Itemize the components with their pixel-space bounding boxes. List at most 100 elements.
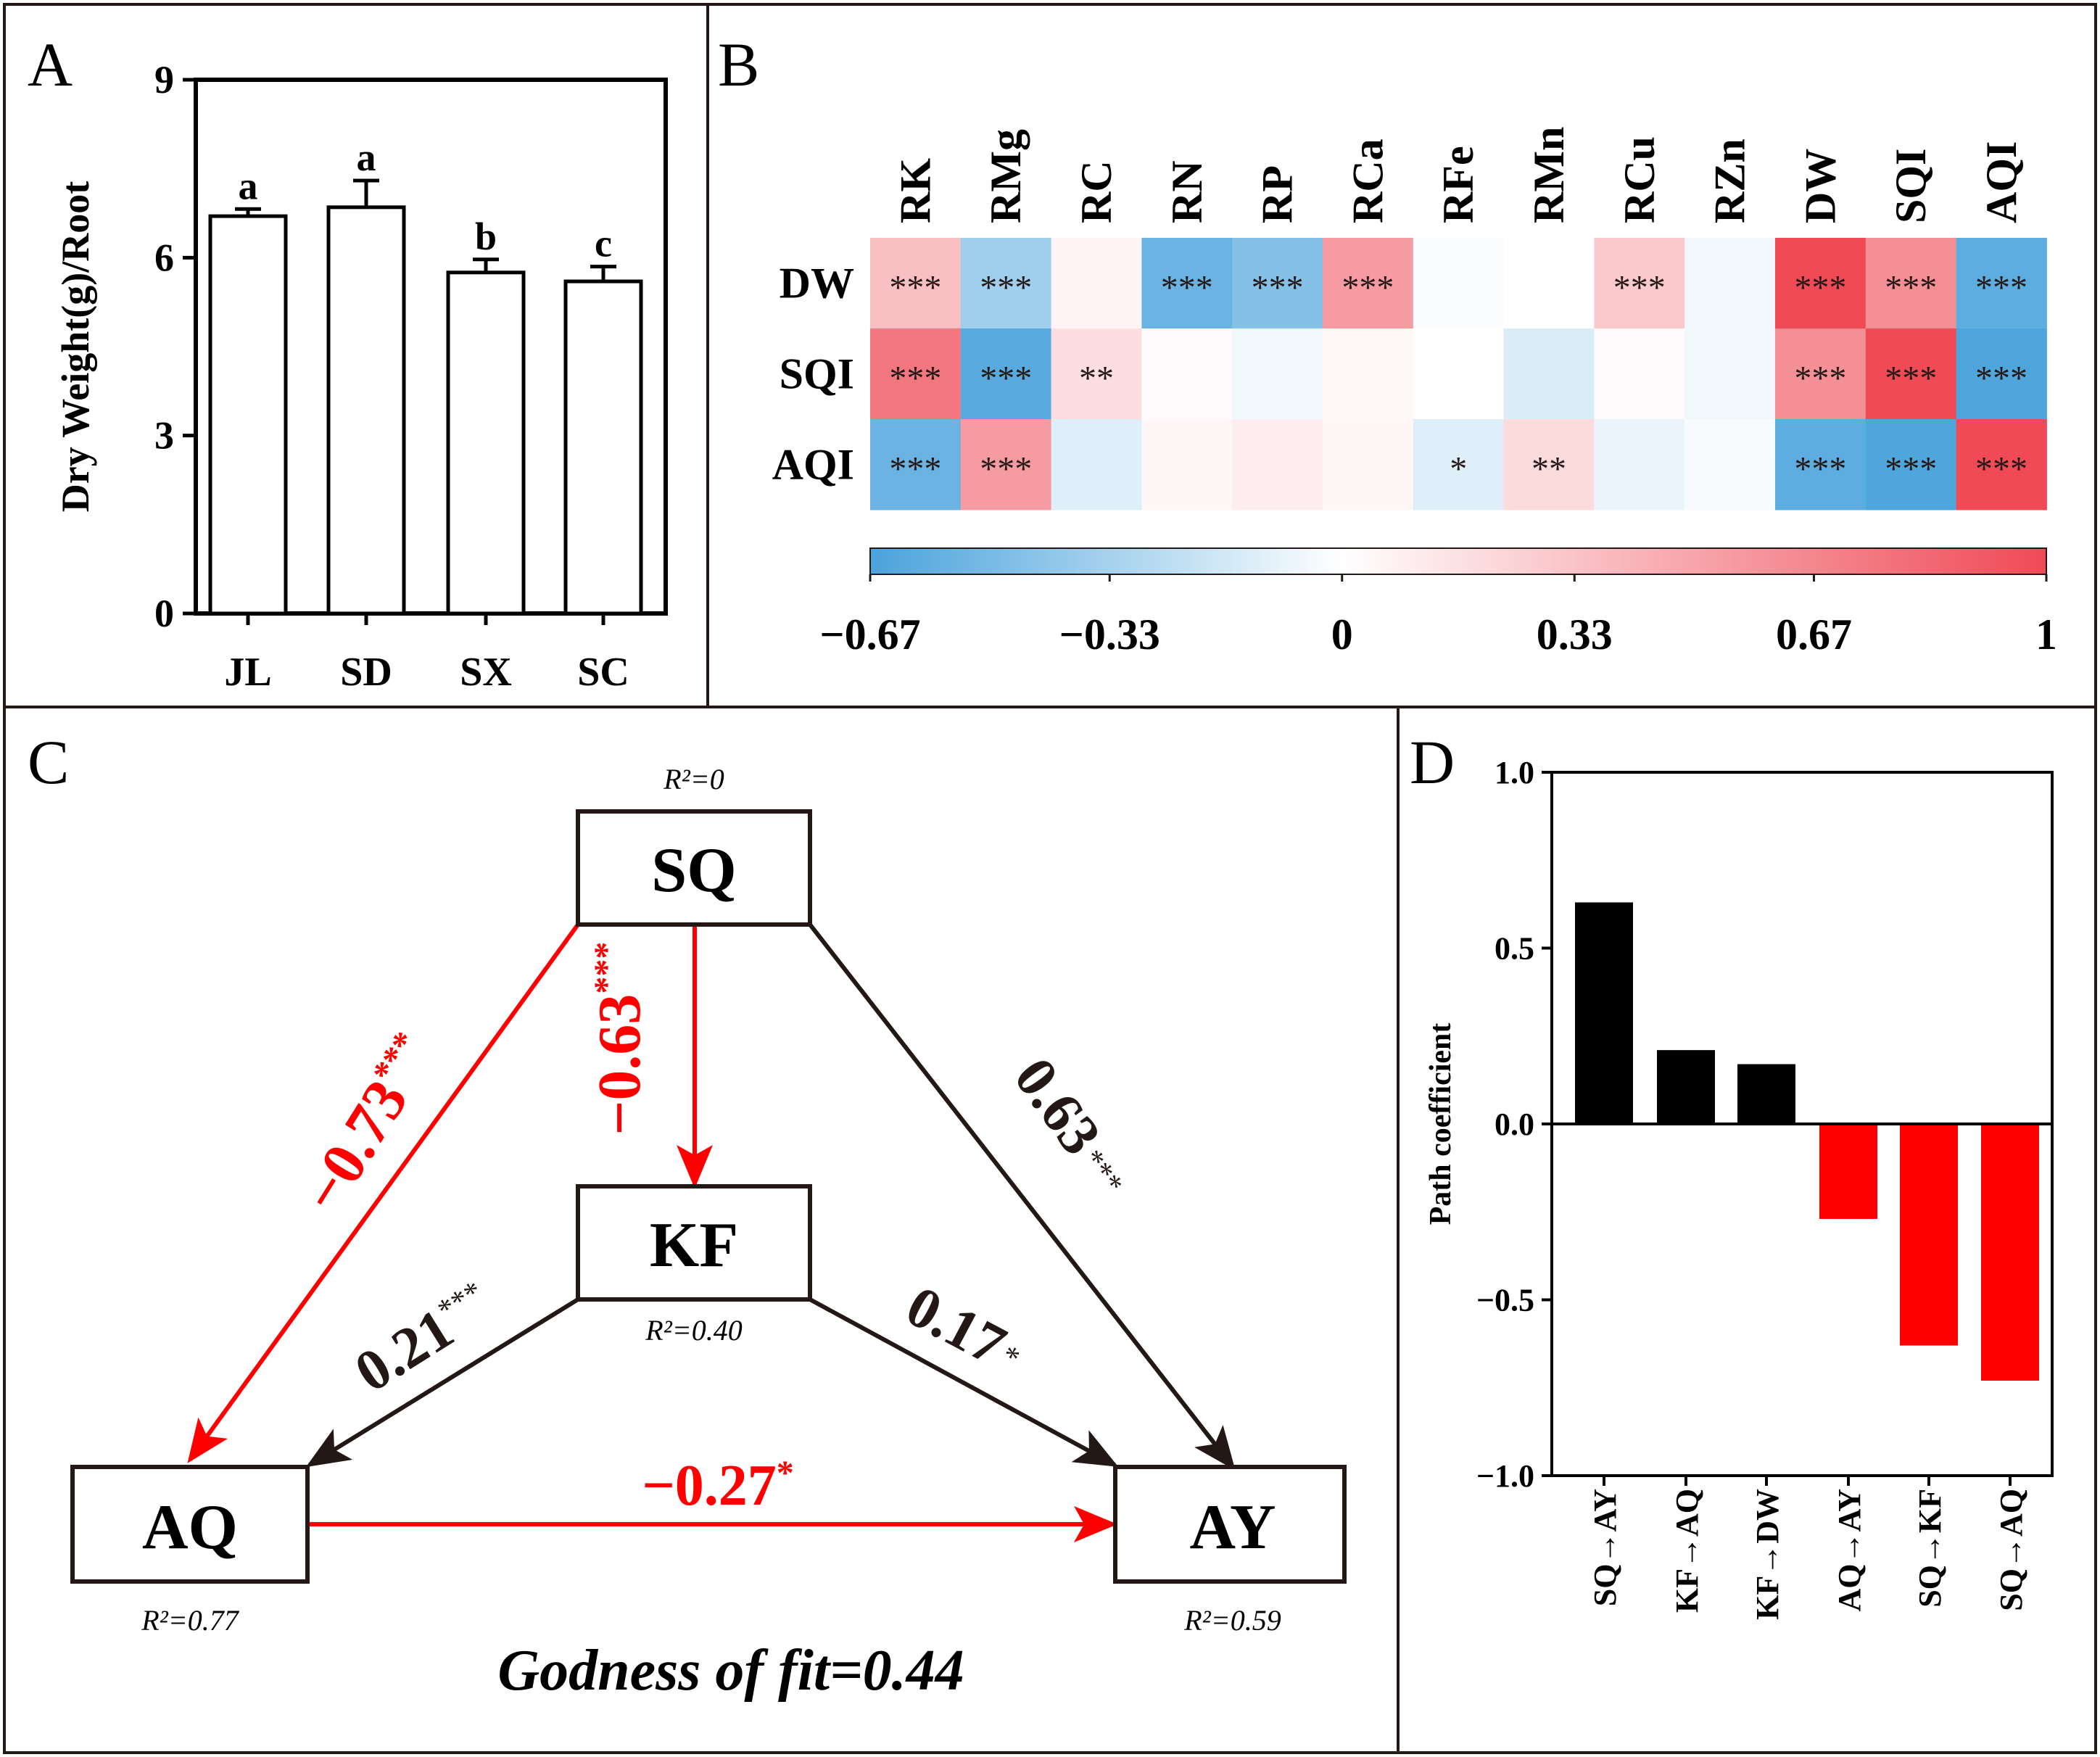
heatmap-cell-aqi-dw: [1775, 419, 1867, 510]
panel-d-y-tick-label: 0.5: [1495, 931, 1534, 967]
heatmap-significance-mark: ***: [1252, 269, 1304, 307]
heatmap-column-label-rp: RP: [1254, 165, 1302, 223]
panel-a-significance-letter: b: [475, 215, 497, 258]
colorbar-tick-label: 1: [2035, 611, 2057, 658]
heatmap-significance-mark: ***: [980, 269, 1032, 307]
arrow-kf-to-aq: [305, 1297, 579, 1468]
panel-d-y-tick-label: 0.0: [1495, 1107, 1534, 1142]
colorbar-tick-label: −0.33: [1059, 611, 1160, 658]
panel-a-plot-frame: [194, 78, 668, 616]
arrow-sq-to-ay: [808, 923, 1236, 1471]
heatmap-cell-aqi-rp: [1232, 419, 1323, 510]
heatmap-cell-dw-aqi: [1956, 238, 2047, 329]
heatmap-cell-aqi-rn: [1141, 419, 1233, 510]
panel-d-y-tick-label: 1.0: [1495, 755, 1534, 790]
heatmap-cell-dw-sqi: [1865, 238, 1957, 329]
heatmap-column-label-rcu: RCu: [1616, 136, 1663, 223]
coef-aq-to-ay: −0.27*: [642, 1454, 794, 1518]
heatmap-significance-mark: ***: [1975, 269, 2027, 307]
colorbar-tick-label: 0.67: [1776, 611, 1852, 658]
heatmap-cell-dw-rp: [1232, 238, 1323, 329]
panel-c-path-diagram: C SQ R²=0 KF R²=0.40 AQ R²=0.77: [28, 727, 1347, 1703]
colorbar-tick-label: 0.33: [1537, 611, 1613, 658]
outer-frame: [3, 3, 2097, 1754]
goodness-of-fit: Godness of fit=0.44: [497, 1639, 964, 1703]
node-ay: AY R²=0.59: [1113, 1465, 1347, 1637]
heatmap-column-label-aqi: AQI: [1977, 141, 2025, 223]
panel-d-x-ticks: SQ→AY KF→AQ KF→DW AQ→AY SQ→KF SQ→AQ: [1587, 1476, 2029, 1620]
heatmap-cell-sqi-rca: [1323, 328, 1414, 420]
node-ay-label: AY: [1189, 1492, 1276, 1563]
panel-a-y-tick-label: 6: [154, 236, 174, 279]
panel-d-bar: [1819, 1124, 1877, 1219]
panel-d-bars: [1552, 902, 2052, 1381]
panel-a-significance-letter: c: [595, 222, 612, 265]
node-aq-label: AQ: [142, 1492, 238, 1563]
panel-a-bar-chart: A 0 3 6 9 a a b c JL SD SX SC Dry Weight(g)/Root: [28, 30, 668, 695]
heatmap-column-label-sqi: SQI: [1887, 149, 1935, 223]
panel-d-x-tick-label: SQ→AQ: [1993, 1489, 2029, 1611]
node-sq-label: SQ: [651, 835, 736, 906]
arrow-kf-to-ay: [809, 1297, 1119, 1467]
heatmap-cell-sqi-aqi: [1956, 328, 2047, 420]
heatmap-significance-mark: **: [1079, 360, 1114, 398]
heatmap-cell-aqi-rca: [1323, 419, 1414, 510]
heatmap-cell-dw-rcu: [1594, 238, 1685, 329]
panel-d-bar: [1737, 1064, 1795, 1124]
heatmap-significance-mark: ***: [1885, 450, 1937, 489]
heatmap-cell-aqi-rfe: [1413, 419, 1505, 510]
panel-frames: [3, 3, 2097, 1754]
heatmap-significance-mark: ***: [1975, 360, 2027, 398]
panel-a-y-axis-label: Dry Weight(g)/Root: [54, 181, 97, 512]
heatmap-row-label-dw: DW: [780, 260, 854, 307]
coef-sq-to-aq-value: −0.73: [289, 1069, 421, 1225]
heatmap-cell-sqi-rzn: [1684, 328, 1776, 420]
coef-sq-to-aq: −0.73***: [289, 1025, 449, 1225]
heatmap-cell-dw-rk: [870, 238, 962, 329]
panel-a-bars: a a b c: [208, 136, 643, 616]
heatmap-significance-mark: ***: [1885, 269, 1937, 307]
heatmap-significance-mark: ***: [1161, 269, 1213, 307]
panel-d-bar: [1575, 902, 1633, 1124]
panel-d-bar: [1981, 1124, 2039, 1381]
heatmap-column-label-rc: RC: [1072, 160, 1120, 223]
panel-a-bar-jl: [208, 214, 288, 616]
panel-d-bar: [1900, 1124, 1958, 1346]
heatmap-cell-dw-rc: [1051, 238, 1142, 329]
coef-kf-to-ay: 0.17*: [896, 1274, 1033, 1387]
panel-a-y-axis: 0 3 6 9: [154, 58, 196, 635]
heatmap-cell-aqi-rmn: [1503, 419, 1595, 510]
panel-d-x-tick-label: SQ→AY: [1587, 1489, 1623, 1606]
heatmap-column-label-rk: RK: [891, 158, 939, 223]
heatmap-cell-dw-rmg: [960, 238, 1052, 329]
node-kf-label: KF: [650, 1210, 738, 1281]
panel-a-y-tick-label: 0: [154, 592, 174, 635]
heatmap-significance-mark: ***: [889, 360, 941, 398]
heatmap-cell-dw-rca: [1323, 238, 1414, 329]
heatmap-column-label-rmn: RMn: [1525, 127, 1573, 223]
heatmap-cell-sqi-rmn: [1503, 328, 1595, 420]
heatmap-significance-mark: ***: [1794, 269, 1846, 307]
panel-d-x-tick-label: KF→AQ: [1669, 1489, 1705, 1613]
heatmap-cell-sqi-rmg: [960, 328, 1052, 420]
panel-a-bar-sd: [326, 205, 406, 616]
heatmap-cell-sqi-rc: [1051, 328, 1142, 420]
panel-d-y-tick-label: −0.5: [1476, 1283, 1534, 1318]
heatmap-cell-sqi-sqi: [1865, 328, 1957, 420]
heatmap-significance-mark: ***: [1342, 269, 1394, 307]
colorbar-tick-label: −0.67: [819, 611, 920, 658]
panel-d-bar-chart: D −1.0 −0.5 0.0 0.5 1.0 SQ→AY KF→AQ KF→DW AQ→AY…: [1410, 727, 2054, 1620]
heatmap-significance-mark: ***: [1613, 269, 1666, 307]
heatmap-significance-mark: ***: [980, 450, 1032, 489]
panel-a-y-tick-label: 9: [154, 58, 174, 102]
coef-aq-to-ay-sig: *: [777, 1454, 794, 1492]
panel-d-y-tick-label: −1.0: [1476, 1458, 1534, 1494]
heatmap-significance-mark: ***: [1975, 450, 2027, 489]
heatmap-column-label-rzn: RZn: [1706, 139, 1754, 223]
node-ay-r2: R²=0.59: [1183, 1604, 1281, 1637]
heatmap-cell-aqi-rc: [1051, 419, 1142, 510]
heatmap-column-labels: RK RMg RC RN RP RCa RFe RMn RCu RZn DW SQI AQI: [891, 127, 2025, 223]
heatmap-cell-sqi-rp: [1232, 328, 1323, 420]
colorbar-tick-label: 0: [1331, 611, 1353, 658]
